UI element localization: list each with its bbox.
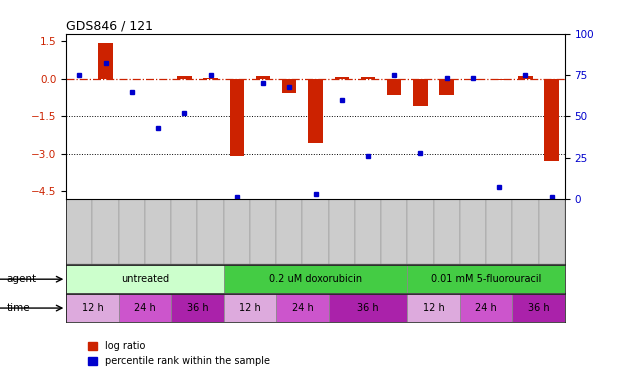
Text: time: time xyxy=(6,303,30,313)
Bar xyxy=(223,199,250,264)
Bar xyxy=(408,265,565,293)
Bar xyxy=(250,199,276,264)
Text: 12 h: 12 h xyxy=(423,303,444,313)
Bar xyxy=(171,294,223,322)
Bar xyxy=(66,294,119,322)
Bar xyxy=(223,294,276,322)
Bar xyxy=(329,294,408,322)
Bar xyxy=(119,294,171,322)
Bar xyxy=(256,76,270,79)
Text: GDS846 / 121: GDS846 / 121 xyxy=(66,20,153,33)
Bar xyxy=(492,79,506,80)
Bar xyxy=(334,77,349,79)
Bar xyxy=(230,79,244,156)
Bar xyxy=(355,199,381,264)
Bar xyxy=(93,199,119,264)
Bar xyxy=(439,79,454,95)
Text: agent: agent xyxy=(6,274,37,284)
Bar xyxy=(329,199,355,264)
Bar xyxy=(381,199,408,264)
Text: 12 h: 12 h xyxy=(239,303,261,313)
Text: untreated: untreated xyxy=(121,274,169,284)
Bar xyxy=(413,79,428,106)
Bar xyxy=(433,199,460,264)
Bar xyxy=(145,199,171,264)
Text: 36 h: 36 h xyxy=(187,303,208,313)
Bar xyxy=(361,77,375,79)
Bar xyxy=(276,199,302,264)
Text: 36 h: 36 h xyxy=(528,303,550,313)
Text: 24 h: 24 h xyxy=(292,303,313,313)
Bar xyxy=(98,42,113,79)
Bar xyxy=(460,199,486,264)
Bar xyxy=(408,294,460,322)
Bar xyxy=(460,294,512,322)
Text: 24 h: 24 h xyxy=(475,303,497,313)
Bar xyxy=(223,265,408,293)
Text: 0.2 uM doxorubicin: 0.2 uM doxorubicin xyxy=(269,274,362,284)
Text: 0.01 mM 5-fluorouracil: 0.01 mM 5-fluorouracil xyxy=(431,274,541,284)
Bar xyxy=(119,199,145,264)
Bar xyxy=(177,76,192,79)
Bar xyxy=(66,265,223,293)
Legend: log ratio, percentile rank within the sample: log ratio, percentile rank within the sa… xyxy=(84,338,274,370)
Bar xyxy=(171,199,198,264)
Bar xyxy=(302,199,329,264)
Bar xyxy=(66,199,93,264)
Bar xyxy=(545,79,559,161)
Text: 36 h: 36 h xyxy=(357,303,379,313)
Bar xyxy=(309,79,322,142)
Bar xyxy=(198,199,223,264)
Bar xyxy=(387,79,401,95)
Bar xyxy=(518,76,533,79)
Bar xyxy=(512,199,538,264)
Bar xyxy=(512,294,565,322)
Bar xyxy=(203,78,218,79)
Bar xyxy=(408,199,433,264)
Bar xyxy=(282,79,297,93)
Bar xyxy=(466,79,480,80)
Text: 12 h: 12 h xyxy=(81,303,103,313)
Text: 24 h: 24 h xyxy=(134,303,156,313)
Bar xyxy=(276,294,329,322)
Bar xyxy=(486,199,512,264)
Bar xyxy=(538,199,565,264)
